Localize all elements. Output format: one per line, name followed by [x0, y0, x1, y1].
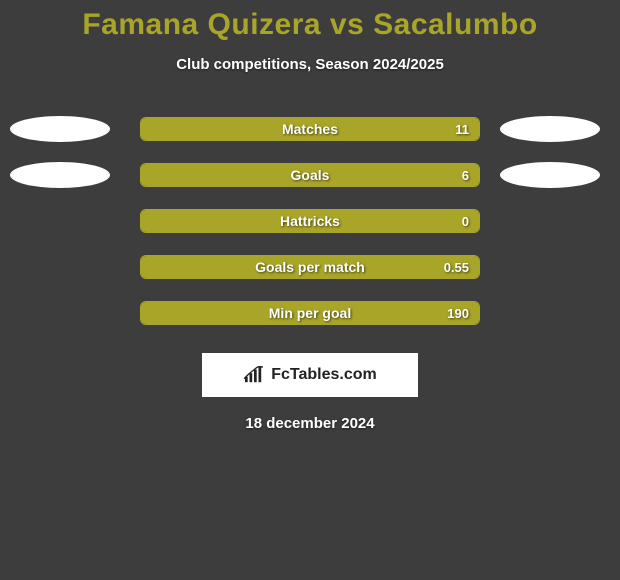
comparison-card: Famana Quizera vs Sacalumbo Club competi…: [0, 0, 620, 432]
page-subtitle: Club competitions, Season 2024/2025: [0, 56, 620, 73]
chart-icon: [243, 366, 265, 384]
stat-bar-fill: [141, 302, 479, 324]
stat-bar: Goals per match0.55: [140, 255, 480, 279]
stat-row: Goals6: [0, 163, 620, 187]
snapshot-date: 18 december 2024: [0, 415, 620, 432]
stat-row: Hattricks0: [0, 209, 620, 233]
brand-name: FcTables.com: [271, 366, 377, 384]
stat-row: Goals per match0.55: [0, 255, 620, 279]
right-value-pill: [500, 116, 600, 142]
stat-bar-fill: [141, 256, 479, 278]
left-value-pill: [10, 162, 110, 188]
left-value-pill: [10, 116, 110, 142]
stat-bar-fill: [141, 210, 479, 232]
right-value-pill: [500, 162, 600, 188]
stat-bar-fill: [141, 118, 479, 140]
brand-logo: FcTables.com: [202, 353, 418, 397]
stat-bar: Hattricks0: [140, 209, 480, 233]
page-title: Famana Quizera vs Sacalumbo: [0, 8, 620, 42]
stat-bar: Goals6: [140, 163, 480, 187]
stat-row: Min per goal190: [0, 301, 620, 325]
stat-bar: Min per goal190: [140, 301, 480, 325]
stats-list: Matches11 Goals6 Hattricks0 Goals per match…: [0, 117, 620, 325]
stat-bar-fill: [141, 164, 479, 186]
stat-row: Matches11: [0, 117, 620, 141]
stat-bar: Matches11: [140, 117, 480, 141]
